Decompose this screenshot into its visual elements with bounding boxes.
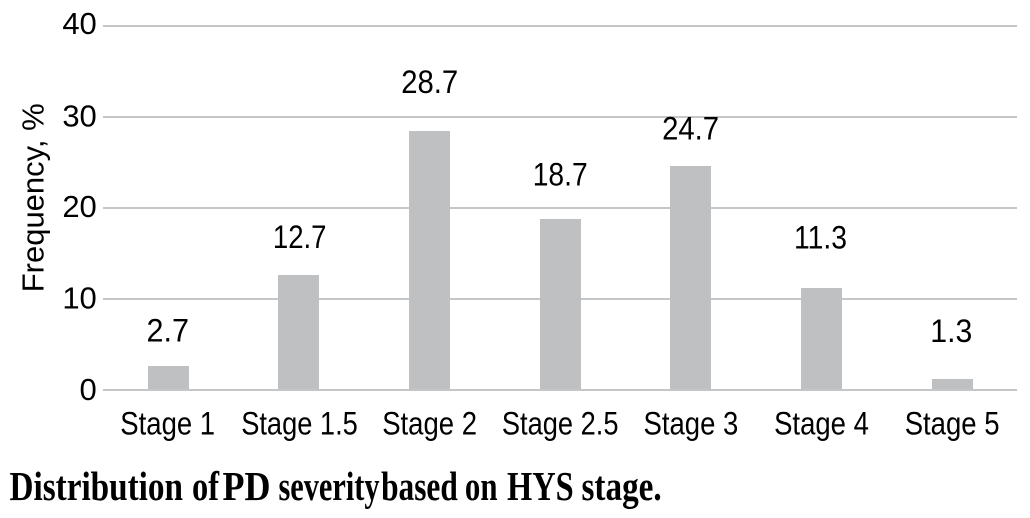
- svg-text:severity: severity: [279, 463, 380, 509]
- svg-text:11.3: 11.3: [794, 220, 847, 256]
- svg-text:HYS: HYS: [507, 463, 574, 509]
- svg-text:Stage 2: Stage 2: [382, 405, 477, 441]
- svg-text:Frequency, %: Frequency, %: [15, 103, 50, 292]
- svg-text:Stage 1: Stage 1: [120, 405, 215, 441]
- svg-text:0: 0: [80, 372, 97, 407]
- svg-text:Distribution: Distribution: [10, 463, 184, 509]
- svg-text:30: 30: [62, 99, 96, 134]
- svg-text:Stage 1.5: Stage 1.5: [241, 405, 358, 441]
- svg-text:28.7: 28.7: [401, 64, 458, 100]
- svg-text:PD: PD: [223, 463, 271, 509]
- svg-text:based: based: [381, 463, 458, 509]
- svg-text:on: on: [465, 463, 498, 509]
- svg-text:10: 10: [62, 281, 96, 316]
- svg-text:Stage 4: Stage 4: [774, 405, 869, 441]
- svg-text:20: 20: [62, 189, 96, 224]
- svg-text:1.3: 1.3: [930, 313, 972, 349]
- svg-text:2.7: 2.7: [147, 313, 190, 349]
- svg-text:Stage 5: Stage 5: [905, 405, 1000, 441]
- svg-text:24.7: 24.7: [662, 110, 719, 146]
- svg-text:Stage 3: Stage 3: [644, 405, 739, 441]
- svg-text:of: of: [192, 463, 220, 509]
- svg-text:40: 40: [62, 6, 96, 41]
- svg-text:12.7: 12.7: [273, 219, 327, 255]
- svg-text:18.7: 18.7: [533, 157, 588, 193]
- svg-text:Stage 2.5: Stage 2.5: [502, 405, 619, 441]
- svg-text:stage.: stage.: [582, 463, 662, 509]
